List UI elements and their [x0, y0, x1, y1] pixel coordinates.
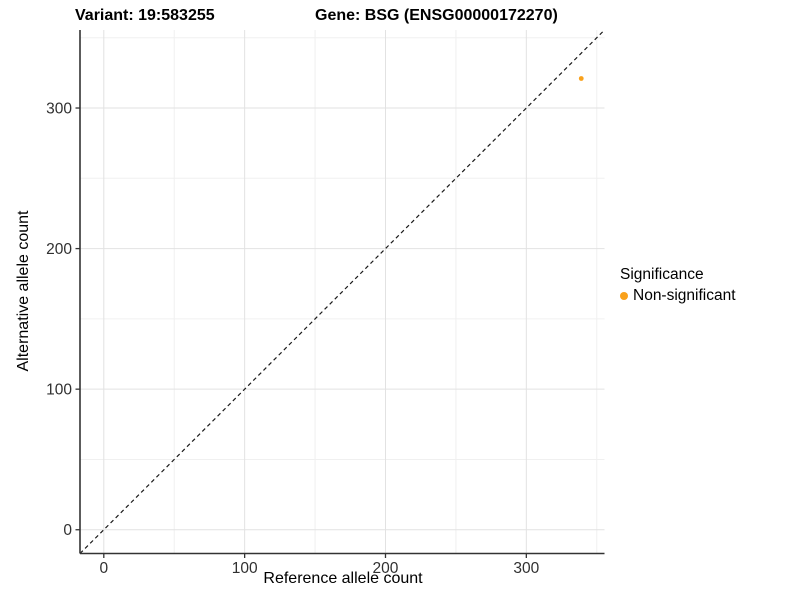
legend-point-swatch-icon	[620, 292, 628, 300]
y-tick-label: 100	[46, 382, 72, 399]
plot-title-gene: Gene: BSG (ENSG00000172270)	[315, 7, 558, 24]
identity-line	[79, 29, 605, 554]
y-tick-label: 200	[46, 241, 72, 258]
legend-item-label: Non-significant	[633, 287, 736, 304]
x-tick-label: 200	[373, 560, 399, 577]
y-tick-label: 300	[46, 101, 72, 118]
legend: Significance Non-significant	[620, 266, 736, 305]
x-tick-label: 300	[513, 560, 539, 577]
data-point	[578, 76, 584, 81]
x-tick-label: 100	[232, 560, 258, 577]
y-tick-label: 0	[63, 522, 72, 539]
plot-title-variant: Variant: 19:583255	[75, 7, 215, 24]
legend-title: Significance	[620, 266, 704, 283]
x-axis-title: Reference allele count	[263, 570, 423, 587]
legend-item: Non-significant	[620, 287, 736, 305]
y-axis-title: Alternative allele count	[15, 210, 32, 372]
x-tick-label: 0	[99, 560, 108, 577]
